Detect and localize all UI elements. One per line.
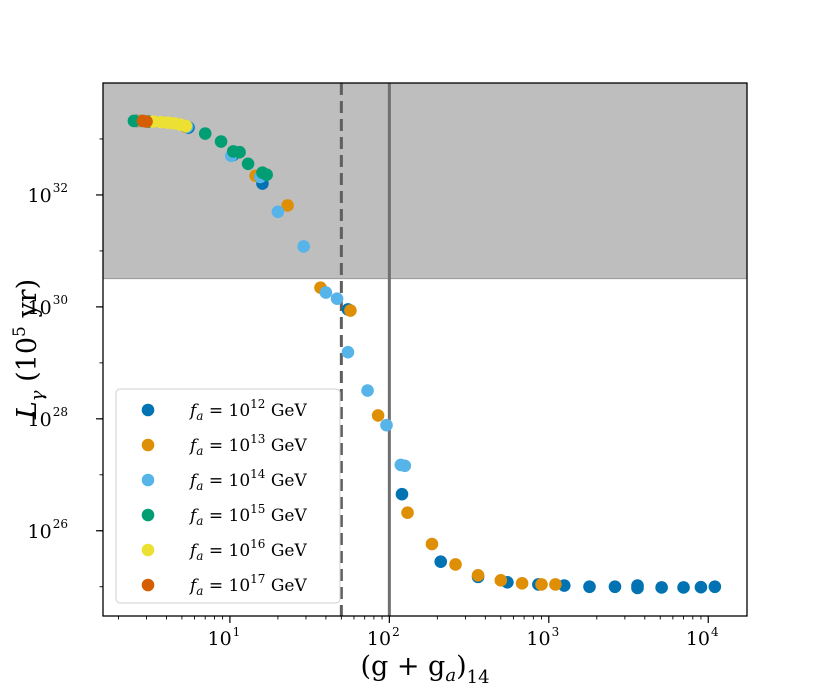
series-5 bbox=[146, 115, 193, 133]
data-point bbox=[241, 157, 255, 171]
data-point bbox=[380, 418, 393, 432]
legend-label: fa = 1014 GeV bbox=[188, 467, 307, 493]
legend-marker bbox=[141, 508, 155, 522]
legend-marker bbox=[141, 403, 155, 417]
data-point bbox=[708, 580, 722, 594]
legend-entry-4: fa = 1015 GeV bbox=[141, 502, 307, 528]
legend-marker bbox=[141, 473, 155, 487]
data-point bbox=[140, 115, 153, 128]
data-point bbox=[233, 145, 246, 159]
data-point bbox=[631, 581, 644, 595]
data-point bbox=[694, 580, 708, 594]
legend-marker bbox=[141, 578, 155, 592]
legend-marker bbox=[141, 543, 155, 557]
data-point bbox=[198, 127, 212, 140]
data-point bbox=[179, 119, 193, 133]
y-tick-label: 1032 bbox=[28, 181, 68, 207]
data-point bbox=[371, 409, 385, 422]
data-point bbox=[535, 578, 548, 591]
legend-label: fa = 1013 GeV bbox=[188, 432, 307, 458]
x-tick-label: 101 bbox=[207, 625, 240, 650]
data-point bbox=[395, 487, 409, 501]
excluded-region bbox=[103, 83, 747, 279]
legend-entry-5: fa = 1016 GeV bbox=[141, 537, 307, 563]
x-tick-label: 104 bbox=[686, 625, 719, 650]
legend: fa = 1012 GeV fa = 1013 GeV fa = 1014 GeV f… bbox=[115, 388, 341, 604]
legend-label: fa = 1016 GeV bbox=[188, 537, 307, 563]
data-point bbox=[260, 168, 273, 181]
data-point bbox=[434, 555, 448, 569]
data-point bbox=[330, 292, 344, 306]
data-point bbox=[655, 581, 668, 594]
y-tick-label: 1026 bbox=[28, 517, 68, 543]
legend-entry-2: fa = 1013 GeV bbox=[141, 432, 307, 458]
data-point bbox=[677, 581, 690, 594]
data-point bbox=[297, 240, 310, 253]
x-axis-title: (g + ga)14 bbox=[360, 651, 489, 688]
data-point bbox=[214, 135, 228, 148]
series-6 bbox=[136, 114, 153, 128]
y-tick-label: 1030 bbox=[28, 293, 68, 319]
plot-area bbox=[103, 83, 747, 616]
data-point bbox=[401, 506, 414, 520]
data-point bbox=[319, 286, 333, 299]
data-point bbox=[341, 345, 355, 359]
data-point bbox=[344, 304, 357, 317]
data-point bbox=[549, 578, 562, 591]
plot-frame bbox=[102, 82, 748, 617]
legend-label: fa = 1012 GeV bbox=[188, 397, 307, 423]
legend-entry-1: fa = 1012 GeV bbox=[141, 397, 307, 423]
legend-entry-3: fa = 1014 GeV bbox=[141, 467, 307, 493]
data-point bbox=[361, 384, 374, 397]
axes: 101 102 103 104 1026 1028 1030 1032 bbox=[28, 82, 748, 650]
data-point bbox=[398, 459, 412, 473]
data-point bbox=[281, 199, 294, 212]
data-point bbox=[127, 114, 141, 128]
data-point bbox=[425, 537, 439, 551]
data-point bbox=[471, 569, 485, 582]
x-tick-label: 103 bbox=[526, 625, 559, 650]
legend-box bbox=[115, 388, 341, 604]
data-point bbox=[608, 580, 622, 594]
data-point bbox=[494, 574, 508, 587]
data-point bbox=[515, 577, 529, 590]
data-point bbox=[449, 558, 462, 571]
data-point bbox=[583, 580, 596, 594]
series-4 bbox=[127, 114, 273, 181]
axis-titles: (g + ga)14 Lγ (105 yr) bbox=[10, 279, 490, 688]
legend-marker bbox=[141, 438, 155, 452]
legend-label: fa = 1015 GeV bbox=[188, 502, 307, 528]
x-tick-label: 102 bbox=[367, 625, 400, 650]
data-point bbox=[271, 205, 285, 219]
y-axis-title: Lγ (105 yr) bbox=[10, 279, 48, 420]
legend-entry-6: fa = 1017 GeV bbox=[141, 572, 307, 598]
y-tick-label: 1028 bbox=[28, 405, 68, 431]
legend-label: fa = 1017 GeV bbox=[188, 572, 307, 598]
